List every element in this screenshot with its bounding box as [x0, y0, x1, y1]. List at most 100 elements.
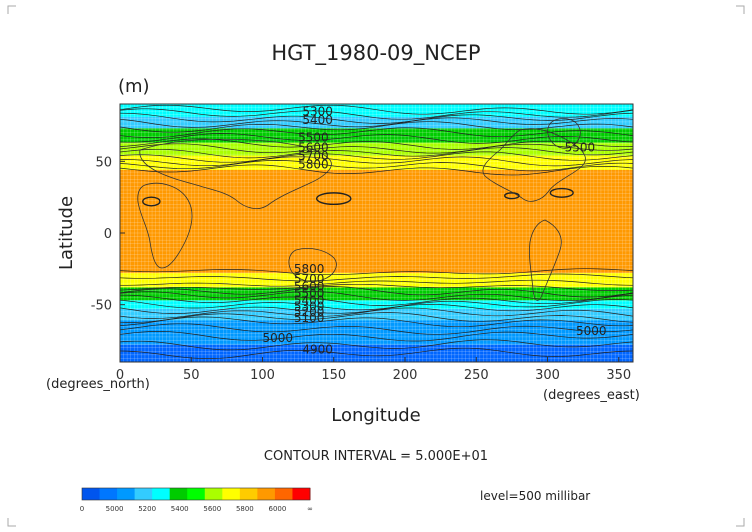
corner-marks — [7, 5, 745, 527]
y-tick-label: 0 — [104, 227, 112, 242]
x-axis: 0 50 100 150 200 250 300 350 — [116, 357, 631, 383]
color-band-1 — [120, 116, 633, 129]
x-tick-label: 250 — [464, 368, 489, 383]
contour-line — [120, 303, 633, 314]
y-tick-label: 50 — [95, 155, 112, 170]
plot-area: 5300540055005600570058005500580057005600… — [120, 104, 633, 362]
contour-line — [120, 143, 633, 154]
contour-line — [120, 164, 633, 176]
colorbar-segment — [239, 488, 258, 500]
greenland-outline — [547, 118, 581, 149]
contour-label: 5600 — [298, 140, 329, 154]
contour-interval-text: CONTOUR INTERVAL = 5.000E+01 — [264, 449, 488, 464]
color-band-8 — [120, 300, 633, 309]
contour-line — [120, 138, 633, 150]
colorbar-segment — [82, 488, 101, 500]
colorbar-segment — [99, 488, 118, 500]
level-text: level=500 millibar — [480, 489, 590, 503]
colorbar-tick-label: 5400 — [171, 505, 189, 513]
colorbar-tick-label: 5200 — [138, 505, 156, 513]
colorbar-tick-label: 0 — [80, 505, 84, 513]
continent-outlines — [137, 118, 586, 301]
contour-line — [120, 104, 633, 115]
colorbar-segment — [169, 488, 188, 500]
contour-line — [120, 316, 633, 328]
colorbar-tick-label: 5000 — [106, 505, 124, 513]
south-america-outline — [529, 219, 562, 301]
colorbar-tick-label: ∞ — [307, 505, 313, 513]
contour-label: 5500 — [294, 287, 325, 301]
eurasia-outline — [139, 138, 332, 210]
contour-line — [120, 121, 633, 133]
colorbar-segment — [257, 488, 276, 500]
contour-line — [120, 323, 633, 335]
contour-line — [120, 299, 633, 311]
colorbar-segment — [222, 488, 241, 500]
colorbar-segment — [152, 488, 171, 500]
contour-label: 5700 — [298, 149, 329, 163]
contour-line — [120, 117, 633, 128]
colorbar-tick-label: 6000 — [269, 505, 287, 513]
color-band-10 — [120, 320, 633, 345]
contour-label: 5800 — [298, 158, 329, 172]
australia-outline — [288, 248, 337, 282]
colorbar-segment — [134, 488, 153, 500]
contour-label: 5100 — [294, 311, 325, 325]
x-unit-label: (degrees_east) — [543, 388, 640, 403]
colorbar-segment — [274, 488, 293, 500]
y-unit-label: (degrees_north) — [46, 377, 150, 392]
contour-line — [120, 156, 633, 167]
contour-line — [120, 273, 633, 282]
x-tick-label: 300 — [535, 368, 560, 383]
contour-label: 5500 — [565, 140, 596, 154]
y-axis: 50 0 -50 — [91, 155, 125, 314]
colorbar-frame — [81, 487, 311, 501]
contour-line — [120, 347, 633, 359]
contour-label: 5400 — [302, 113, 333, 127]
contour-loop — [549, 187, 574, 198]
x-tick-label: 0 — [116, 368, 124, 383]
contour-label: 5500 — [298, 130, 329, 144]
x-tick-label: 100 — [250, 368, 275, 383]
contour-label: 5600 — [294, 279, 325, 293]
contour-line — [120, 283, 633, 291]
contour-line — [120, 291, 633, 302]
contour-line — [120, 160, 633, 172]
colorbar-tick-label: 5800 — [236, 505, 254, 513]
color-band-9 — [120, 308, 633, 321]
contour-line — [120, 133, 633, 144]
contour-line — [120, 147, 633, 159]
colorbar: 0 5000 5200 5400 5600 5800 6000 ∞ — [80, 487, 313, 513]
contour-loop — [142, 196, 161, 207]
contour-lines — [120, 104, 633, 359]
colorbar-segment — [204, 488, 223, 500]
contour-line — [120, 279, 633, 287]
contour-label: 4900 — [302, 342, 333, 356]
contour-label: 5000 — [576, 324, 607, 338]
africa-outline — [137, 182, 193, 269]
contour-label: 5300 — [294, 299, 325, 313]
colorbar-tick-label: 5600 — [203, 505, 221, 513]
colorbar-segment — [187, 488, 206, 500]
contour-label: 5200 — [294, 305, 325, 319]
contour-line — [120, 294, 633, 306]
contour-line — [120, 312, 633, 323]
chart-title: HGT_1980-09_NCEP — [271, 41, 480, 66]
x-tick-label: 200 — [393, 368, 418, 383]
contour-line — [120, 339, 633, 351]
contour-line — [120, 331, 633, 342]
contour-line — [120, 108, 633, 120]
x-tick-label: 50 — [183, 368, 200, 383]
contour-line — [120, 286, 633, 298]
contour-label: 5700 — [294, 272, 325, 286]
color-band-4 — [120, 155, 633, 170]
contour-line — [120, 268, 633, 276]
units-label: (m) — [118, 76, 150, 97]
x-axis-title: Longitude — [331, 405, 421, 426]
colorbar-segment — [117, 488, 136, 500]
contour-line — [120, 307, 633, 319]
contour-label: 5300 — [302, 104, 333, 118]
north-america-outline — [482, 128, 586, 202]
contour-label: 5000 — [263, 331, 294, 345]
